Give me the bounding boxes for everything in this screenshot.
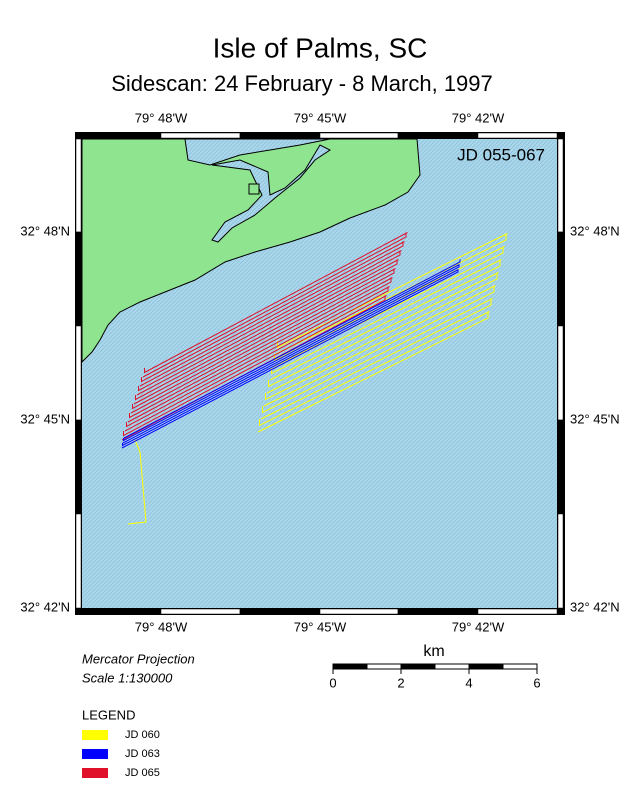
frame-seg	[81, 608, 162, 615]
frame-seg	[319, 132, 399, 139]
lat-label: 32° 45'N	[20, 411, 70, 426]
frame-seg	[319, 608, 399, 615]
projection: Mercator Projection	[82, 651, 195, 666]
lon-label: 79° 42'W	[452, 110, 505, 125]
frame-seg	[557, 513, 564, 609]
lat-label: 32° 42'N	[20, 599, 70, 614]
track	[121, 259, 461, 449]
lon-label: 79° 42'W	[452, 619, 505, 634]
frame-seg	[557, 138, 564, 233]
scalebar-seg	[468, 663, 504, 670]
frame-seg	[160, 132, 241, 139]
frame-seg	[557, 325, 564, 421]
legend-swatch	[82, 768, 108, 778]
lat-label: 32° 48'N	[570, 223, 620, 238]
legend-swatch	[82, 730, 108, 740]
frame-seg	[75, 419, 82, 515]
frame-seg	[239, 608, 321, 615]
scalebar-seg	[400, 663, 436, 670]
scalebar: 0 2 4 6	[329, 663, 541, 690]
frame-seg	[477, 608, 558, 615]
subtitle: Sidescan: 24 February - 8 March, 1997	[111, 71, 493, 96]
frame-seg	[477, 132, 558, 139]
legend-label: JD 060	[125, 729, 160, 741]
scalebar-seg	[366, 663, 402, 670]
creek	[211, 144, 331, 243]
frame-seg	[397, 132, 479, 139]
frame-seg	[557, 231, 564, 327]
frame-seg	[75, 138, 82, 233]
frame-seg	[75, 231, 82, 327]
island	[248, 183, 260, 195]
land	[81, 138, 421, 364]
frame-seg	[81, 132, 162, 139]
tracks	[121, 232, 508, 525]
lon-label: 79° 45'W	[294, 619, 347, 634]
scalebar-label: 6	[533, 675, 540, 690]
scalebar-label: 2	[397, 675, 404, 690]
scale: Scale 1:130000	[82, 670, 173, 685]
legend-title: LEGEND	[82, 707, 135, 722]
map-label: JD 055-067	[457, 145, 545, 164]
track	[257, 233, 508, 433]
frame-seg	[239, 132, 321, 139]
frame-seg	[397, 608, 479, 615]
lat-label: 32° 48'N	[20, 223, 70, 238]
scalebar-label: 4	[465, 675, 472, 690]
scalebar-seg	[434, 663, 470, 670]
inlet	[184, 138, 331, 166]
frame-seg	[75, 325, 82, 421]
scalebar-seg	[502, 663, 538, 670]
scalebar-unit: km	[423, 643, 444, 660]
lon-label: 79° 45'W	[294, 110, 347, 125]
frame-seg	[160, 608, 241, 615]
legend-swatch	[82, 749, 108, 759]
legend-label: JD 065	[125, 767, 160, 779]
scalebar-label: 0	[329, 675, 336, 690]
frame-seg	[557, 419, 564, 515]
lat-label: 32° 42'N	[570, 599, 620, 614]
lat-label: 32° 45'N	[570, 411, 620, 426]
lon-label: 79° 48'W	[135, 110, 188, 125]
frame-seg	[75, 513, 82, 609]
lon-label: 79° 48'W	[135, 619, 188, 634]
scalebar-seg	[332, 663, 368, 670]
track	[127, 439, 147, 525]
legend: JD 060 JD 063 JD 065	[82, 729, 160, 779]
title: Isle of Palms, SC	[213, 32, 428, 63]
legend-label: JD 063	[125, 748, 160, 760]
track	[121, 232, 408, 441]
